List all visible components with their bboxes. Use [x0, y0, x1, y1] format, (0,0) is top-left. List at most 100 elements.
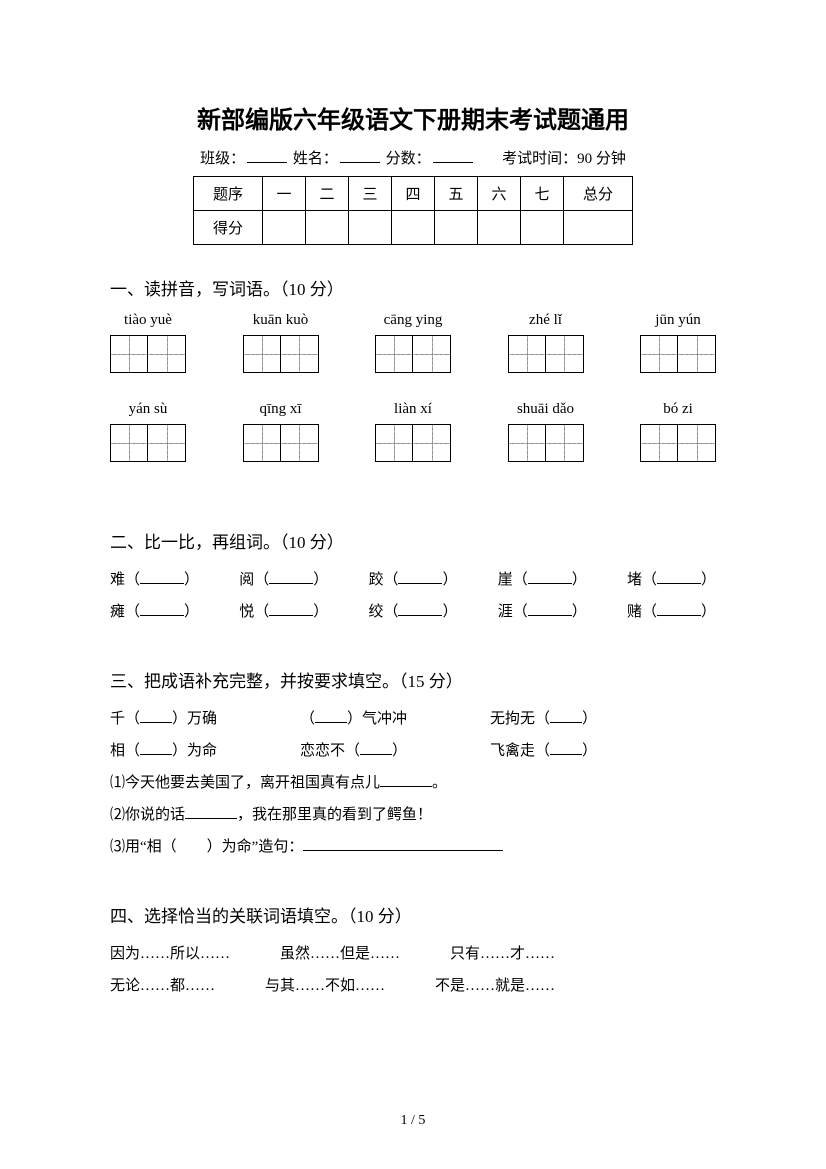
score-header-cell: 四: [392, 177, 435, 211]
tianzi-grid[interactable]: [110, 424, 186, 462]
score-header-cell: 题序: [194, 177, 263, 211]
word-compare-blank[interactable]: [398, 569, 442, 584]
class-label: 班级：: [200, 151, 245, 167]
section3-heading: 三、把成语补充完整，并按要求填空。（15 分）: [110, 667, 716, 692]
tianzi-cell[interactable]: [413, 335, 451, 373]
word-compare-blank[interactable]: [140, 601, 184, 616]
name-label: 姓名：: [293, 151, 338, 167]
tianzi-cell[interactable]: [110, 335, 148, 373]
name-blank[interactable]: [340, 148, 380, 163]
word-compare-close: ）: [184, 572, 199, 588]
tianzi-grid[interactable]: [375, 424, 451, 462]
section3-q3-blank[interactable]: [303, 836, 503, 851]
score-cell[interactable]: [521, 211, 564, 245]
tianzi-cell[interactable]: [148, 335, 186, 373]
section3-q2-blank[interactable]: [185, 804, 237, 819]
word-compare-item: 堵（）: [627, 565, 716, 595]
pinyin-label: shuāi dǎo: [508, 401, 584, 418]
score-cell[interactable]: [263, 211, 306, 245]
tianzi-cell[interactable]: [546, 335, 584, 373]
tianzi-grid[interactable]: [110, 335, 186, 373]
score-table: 题序一二三四五六七总分 得分: [193, 176, 633, 245]
tianzi-cell[interactable]: [281, 335, 319, 373]
tianzi-cell[interactable]: [148, 424, 186, 462]
score-cell[interactable]: [349, 211, 392, 245]
score-cell[interactable]: [564, 211, 633, 245]
word-compare-char: 难（: [110, 572, 140, 588]
score-cell[interactable]: [306, 211, 349, 245]
conjunction-option: 不是……就是……: [435, 971, 555, 1001]
word-compare-blank[interactable]: [140, 569, 184, 584]
tianzi-grid[interactable]: [243, 424, 319, 462]
pinyin-label: qīng xī: [243, 401, 319, 418]
tianzi-cell[interactable]: [110, 424, 148, 462]
word-compare-blank[interactable]: [657, 569, 701, 584]
section3-row-1: 千（）万确（）气冲冲无拘无（）: [110, 704, 716, 734]
tianzi-grid[interactable]: [243, 335, 319, 373]
pinyin-label: bó zi: [640, 401, 716, 418]
word-compare-close: ）: [701, 604, 716, 620]
word-compare-blank[interactable]: [269, 601, 313, 616]
tianzi-cell[interactable]: [678, 424, 716, 462]
idiom-blank[interactable]: [140, 708, 172, 723]
idiom-blank[interactable]: [140, 740, 172, 755]
word-compare-blank[interactable]: [398, 601, 442, 616]
section3-q2: ⑵你说的话，我在那里真的看到了鳄鱼！: [110, 800, 716, 830]
tianzi-cell[interactable]: [640, 335, 678, 373]
idiom-blank[interactable]: [550, 708, 582, 723]
word-compare-char: 绞（: [368, 604, 398, 620]
word-compare-char: 崖（: [498, 572, 528, 588]
score-blank[interactable]: [433, 148, 473, 163]
word-compare-blank[interactable]: [269, 569, 313, 584]
idiom-blank[interactable]: [315, 708, 347, 723]
section3-q2-text: ⑵你说的话: [110, 807, 185, 823]
word-compare-blank[interactable]: [528, 601, 572, 616]
tianzi-grid[interactable]: [375, 335, 451, 373]
tianzi-grid[interactable]: [508, 424, 584, 462]
tianzi-cell[interactable]: [546, 424, 584, 462]
word-compare-item: 崖（）: [498, 565, 587, 595]
score-header-cell: 一: [263, 177, 306, 211]
idiom-text-a: 恋恋不（: [300, 743, 360, 759]
word-compare-item: 阅（）: [239, 565, 328, 595]
word-compare-blank[interactable]: [528, 569, 572, 584]
section3-q3-text-b: ）为命”造句：: [207, 839, 304, 855]
section3-q1-blank[interactable]: [380, 772, 432, 787]
section2-line-1: 难（）阅（）跤（）崖（）堵（）: [110, 565, 716, 595]
pinyin-item: tiào yuè: [110, 312, 186, 373]
pinyin-row-1: tiào yuèkuān kuòcāng yingzhé lǐjūn yún: [110, 312, 716, 373]
tianzi-cell[interactable]: [508, 335, 546, 373]
score-cell[interactable]: [478, 211, 521, 245]
tianzi-grid[interactable]: [640, 424, 716, 462]
tianzi-grid[interactable]: [508, 335, 584, 373]
idiom-blank[interactable]: [360, 740, 392, 755]
pinyin-label: kuān kuò: [243, 312, 319, 329]
word-compare-close: ）: [313, 604, 328, 620]
conjunction-option: 无论……都……: [110, 971, 215, 1001]
tianzi-grid[interactable]: [640, 335, 716, 373]
score-cell[interactable]: [392, 211, 435, 245]
pinyin-label: zhé lǐ: [508, 312, 584, 329]
word-compare-blank[interactable]: [657, 601, 701, 616]
document-title: 新部编版六年级语文下册期末考试题通用: [110, 100, 716, 135]
idiom-item: 无拘无（）: [490, 704, 680, 734]
tianzi-cell[interactable]: [413, 424, 451, 462]
tianzi-cell[interactable]: [243, 424, 281, 462]
tianzi-cell[interactable]: [375, 335, 413, 373]
tianzi-cell[interactable]: [243, 335, 281, 373]
tianzi-cell[interactable]: [640, 424, 678, 462]
pinyin-row-2: yán sùqīng xīliàn xíshuāi dǎobó zi: [110, 401, 716, 462]
idiom-blank[interactable]: [550, 740, 582, 755]
tianzi-cell[interactable]: [281, 424, 319, 462]
section3-q1-text: ⑴今天他要去美国了，离开祖国真有点儿: [110, 775, 380, 791]
score-row-label: 得分: [194, 211, 263, 245]
word-compare-char: 瘫（: [110, 604, 140, 620]
score-cell[interactable]: [435, 211, 478, 245]
score-header-cell: 总分: [564, 177, 633, 211]
tianzi-cell[interactable]: [375, 424, 413, 462]
tianzi-cell[interactable]: [508, 424, 546, 462]
conjunction-option: 因为……所以……: [110, 939, 230, 969]
class-blank[interactable]: [247, 148, 287, 163]
pinyin-item: yán sù: [110, 401, 186, 462]
tianzi-cell[interactable]: [678, 335, 716, 373]
